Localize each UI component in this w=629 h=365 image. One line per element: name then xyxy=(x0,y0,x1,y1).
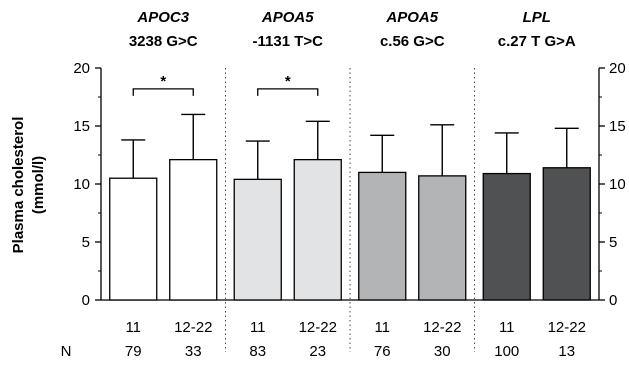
y-tick-label-right: 0 xyxy=(609,292,617,309)
group-gene-label: APOC3 xyxy=(136,9,189,26)
n-value-label: 100 xyxy=(494,343,519,360)
n-value-label: 23 xyxy=(309,343,326,360)
y-axis-label: Plasma cholesterol (mmol/l) xyxy=(10,117,47,254)
bar xyxy=(293,158,342,301)
y-tick-label-right: 20 xyxy=(609,60,626,77)
y-tick-label-left: 15 xyxy=(73,118,90,135)
bar xyxy=(109,177,158,301)
n-label: N xyxy=(61,343,72,360)
bar xyxy=(358,171,407,301)
bar xyxy=(542,167,591,301)
category-label: 11 xyxy=(125,319,141,336)
category-label: 11 xyxy=(374,319,390,336)
bar-group: APOA5 c.56 G>C 11 76 12-22 30 xyxy=(358,9,475,360)
bar-group: APOC3 3238 G>C 11 79 12-22 33 * xyxy=(109,9,226,360)
group-variant-label: 3238 G>C xyxy=(129,33,198,50)
y-tick-label-left: 20 xyxy=(73,60,90,77)
y-tick-label-right: 15 xyxy=(609,118,626,135)
category-label: 12-22 xyxy=(299,319,337,336)
bar xyxy=(482,172,531,301)
y-tick-label-right: 10 xyxy=(609,176,626,193)
bar xyxy=(418,175,467,301)
category-label: 12-22 xyxy=(423,319,461,336)
category-label: 12-22 xyxy=(548,319,586,336)
bar-group: APOA5 -1131 T>C 11 83 12-22 23 * xyxy=(233,9,351,360)
n-value-label: 30 xyxy=(434,343,451,360)
n-value-label: 13 xyxy=(558,343,575,360)
category-label: 11 xyxy=(250,319,266,336)
bar-groups: APOC3 3238 G>C 11 79 12-22 33 * APOA5 -1131 T>C 1… xyxy=(109,9,591,360)
n-value-label: 79 xyxy=(125,343,142,360)
significance-star: * xyxy=(285,73,291,90)
category-label: 12-22 xyxy=(174,319,212,336)
significance-bracket xyxy=(257,88,319,96)
significance-bracket xyxy=(132,88,194,96)
group-variant-label: c.56 G>C xyxy=(380,33,445,50)
y-axis-label-line2: (mmol/l) xyxy=(30,156,47,214)
y-tick-label-right: 5 xyxy=(609,234,617,251)
n-value-label: 83 xyxy=(249,343,266,360)
n-value-label: 33 xyxy=(185,343,202,360)
group-variant-label: c.27 T G>A xyxy=(498,33,576,50)
y-tick-label-left: 5 xyxy=(82,234,90,251)
bar xyxy=(233,178,282,301)
category-label: 11 xyxy=(499,319,515,336)
n-value-label: 76 xyxy=(374,343,391,360)
y-axis-label-line1: Plasma cholesterol xyxy=(10,117,27,254)
group-gene-label: APOA5 xyxy=(385,9,438,26)
group-gene-label: LPL xyxy=(523,9,551,26)
bar xyxy=(169,158,218,301)
group-gene-label: APOA5 xyxy=(261,9,314,26)
y-tick-label-left: 10 xyxy=(73,176,90,193)
y-tick-label-left: 0 xyxy=(82,292,90,309)
bar-group: LPL c.27 T G>A 11 100 12-22 13 xyxy=(482,9,591,360)
group-variant-label: -1131 T>C xyxy=(253,33,324,50)
significance-star: * xyxy=(160,73,166,90)
